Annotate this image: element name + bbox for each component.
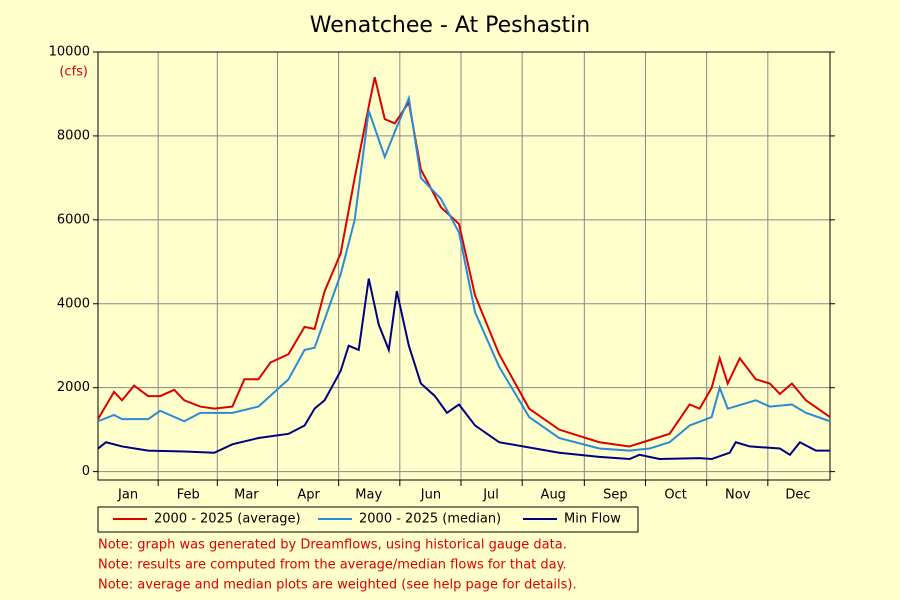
x-tick-label: Apr bbox=[297, 488, 320, 503]
x-tick-label: Nov bbox=[725, 488, 751, 503]
x-tick-label: Aug bbox=[541, 488, 566, 503]
legend-label: 2000 - 2025 (median) bbox=[359, 512, 501, 527]
x-tick-label: Feb bbox=[177, 488, 200, 503]
y-tick-label: 6000 bbox=[57, 212, 90, 227]
y-tick-label: 10000 bbox=[49, 45, 90, 60]
series-line bbox=[97, 94, 831, 452]
legend-label: 2000 - 2025 (average) bbox=[154, 512, 301, 527]
plot-frame bbox=[97, 51, 831, 481]
x-tick-label: Dec bbox=[785, 488, 810, 503]
note: Note: graph was generated by Dreamflows,… bbox=[98, 538, 567, 553]
x-tick-label: Mar bbox=[234, 488, 259, 503]
x-tick-label: Oct bbox=[664, 488, 686, 503]
note: Note: average and median plots are weigh… bbox=[98, 578, 577, 593]
y-tick-label: 4000 bbox=[57, 296, 90, 311]
x-tick-label: May bbox=[355, 488, 382, 503]
y-tick-label: 0 bbox=[82, 464, 90, 479]
legend-label: Min Flow bbox=[564, 512, 621, 527]
x-tick-label: Sep bbox=[603, 488, 628, 503]
note: Note: results are computed from the aver… bbox=[98, 558, 567, 573]
legend-box bbox=[97, 506, 639, 533]
series-line bbox=[97, 278, 830, 461]
x-tick-label: Jun bbox=[420, 488, 441, 503]
y-tick-label: 8000 bbox=[57, 128, 90, 143]
x-tick-label: Jul bbox=[482, 488, 499, 503]
x-tick-label: Jan bbox=[117, 488, 138, 503]
chart-title: Wenatchee - At Peshastin bbox=[310, 13, 590, 38]
y-tick-label: 2000 bbox=[57, 380, 90, 395]
y-unit: (cfs) bbox=[59, 65, 88, 80]
